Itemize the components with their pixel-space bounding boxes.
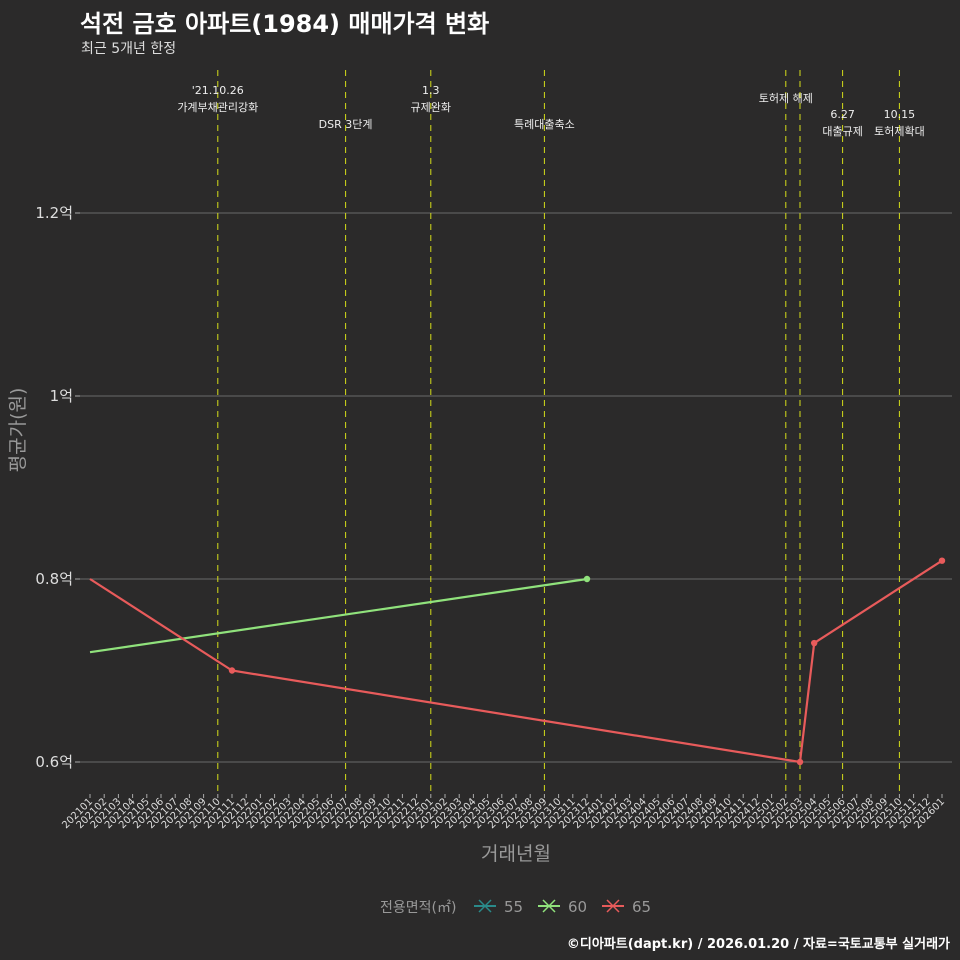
event-label: 특례대출축소 xyxy=(514,118,575,131)
event-label: 가계부채관리강화 xyxy=(177,101,258,114)
event-label: 토허제 해제 xyxy=(759,91,813,105)
source-caption: ©디아파트(dapt.kr) / 2026.01.20 / 자료=국토교통부 실… xyxy=(566,937,950,952)
event-label: DSR 3단계 xyxy=(319,118,373,131)
chart-subtitle: 최근 5개년 한정 xyxy=(81,41,177,57)
event-label: 6.27 xyxy=(830,108,855,121)
event-label: 토허제확대 xyxy=(874,125,925,138)
data-point-65 xyxy=(938,557,946,564)
y-tick-label: 0.6억 xyxy=(35,753,73,771)
legend-title: 전용면적(㎡) xyxy=(380,900,456,916)
legend-key-cross xyxy=(606,899,620,913)
event-label: 규제완화 xyxy=(411,101,451,114)
y-tick-label: 1억 xyxy=(50,387,73,405)
chart-title: 석전 금호 아파트(1984) 매매가격 변화 xyxy=(80,10,490,38)
data-point-65 xyxy=(228,667,236,674)
x-axis-title: 거래년월 xyxy=(481,843,551,865)
legend-key-cross xyxy=(478,899,492,913)
legend-label-65: 65 xyxy=(632,898,651,916)
y-tick-label: 0.8억 xyxy=(35,570,73,588)
event-label: 대출규제 xyxy=(822,125,862,138)
event-label: 10.15 xyxy=(884,108,916,121)
event-label: 1.3 xyxy=(422,84,440,97)
series-line-60 xyxy=(89,577,588,654)
data-point-60 xyxy=(583,575,591,583)
data-point-65 xyxy=(796,758,804,766)
data-point-65 xyxy=(811,639,818,647)
y-axis-title: 평균가(원) xyxy=(7,388,29,473)
legend-key-cross xyxy=(542,899,556,913)
event-label: '21.10.26 xyxy=(192,84,244,97)
legend-label-55: 55 xyxy=(504,898,523,916)
y-tick-label: 1.2억 xyxy=(35,204,73,222)
legend-label-60: 60 xyxy=(568,898,587,916)
